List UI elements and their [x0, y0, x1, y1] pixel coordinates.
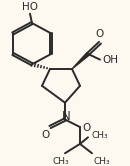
Text: CH₃: CH₃	[53, 157, 69, 166]
Text: O: O	[95, 29, 103, 39]
Text: N: N	[62, 110, 70, 123]
Text: CH₃: CH₃	[91, 131, 108, 140]
Polygon shape	[72, 53, 89, 69]
Text: CH₃: CH₃	[94, 157, 111, 166]
Text: OH: OH	[102, 55, 118, 65]
Text: O: O	[41, 130, 49, 140]
Text: HO: HO	[22, 2, 38, 12]
Text: O: O	[82, 123, 90, 133]
